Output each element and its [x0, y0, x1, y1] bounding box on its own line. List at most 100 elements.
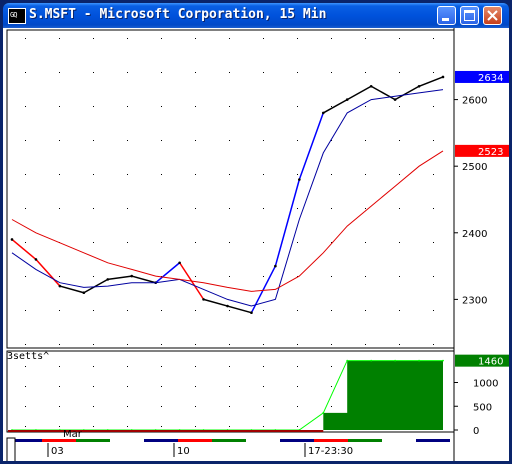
grid-dot [93, 208, 94, 209]
maximize-button[interactable] [460, 6, 479, 25]
price-segment[interactable] [11, 238, 37, 261]
grid-dot [229, 140, 230, 141]
price-segment[interactable] [394, 85, 420, 101]
indicator-area[interactable] [12, 360, 443, 430]
price-point[interactable] [298, 178, 301, 181]
price-segment[interactable] [418, 76, 444, 87]
price-point[interactable] [393, 98, 397, 101]
price-segment[interactable] [370, 85, 396, 101]
price-point[interactable] [321, 111, 325, 115]
price-segment[interactable] [274, 179, 301, 267]
price-point[interactable] [178, 261, 181, 265]
grid-dot [399, 344, 400, 345]
grid-dot [195, 208, 196, 209]
slow-moving-average-line[interactable] [11, 150, 444, 292]
grid-dot [433, 344, 434, 345]
grid-dot [229, 38, 230, 39]
grid-dot [263, 242, 264, 243]
time-strip-segment [314, 439, 348, 442]
price-point[interactable] [10, 238, 14, 241]
price-point[interactable] [130, 274, 134, 278]
indicator-point[interactable] [442, 359, 444, 362]
price-segment[interactable] [322, 98, 348, 114]
indicator-point[interactable] [418, 359, 420, 362]
grid-dot [399, 174, 400, 175]
price-segment[interactable] [83, 278, 109, 294]
price-point[interactable] [274, 264, 277, 268]
grid-dot [25, 208, 26, 209]
minimize-button[interactable] [437, 6, 456, 25]
grid-dot [195, 310, 196, 311]
price-point[interactable] [82, 291, 86, 295]
time-strip-segment [42, 439, 76, 442]
price-segment[interactable] [298, 112, 324, 180]
grid-dot [263, 276, 264, 277]
grid-dot [433, 208, 434, 209]
price-segment[interactable] [155, 262, 181, 284]
grid-dot [25, 276, 26, 277]
time-strip-segment [212, 439, 246, 442]
title-bar[interactable]: GQ S.MSFT - Microsoft Corporation, 15 Mi… [3, 3, 509, 28]
grid-dot [263, 106, 264, 107]
indicator-point[interactable] [370, 359, 373, 362]
grid-dot [25, 106, 26, 107]
price-point[interactable] [34, 258, 38, 261]
price-segment[interactable] [227, 305, 252, 314]
grid-dot [399, 242, 400, 243]
price-point[interactable] [345, 98, 349, 101]
price-segment[interactable] [35, 258, 61, 287]
grid-dot [161, 242, 162, 243]
close-button[interactable] [483, 6, 502, 25]
grid-dot [297, 310, 298, 311]
time-axis-label: 10 [177, 446, 190, 457]
grid-dot [195, 276, 196, 277]
indicator-point[interactable] [394, 359, 397, 362]
time-scroll-handle[interactable] [6, 437, 16, 461]
close-icon [487, 10, 498, 21]
price-point[interactable] [58, 284, 62, 288]
chart-area[interactable]: 3setts^ 2300 2400 2500 2600 0 500 1000 2634 2523… [3, 28, 509, 461]
grid-dot [127, 208, 128, 209]
indicator-point[interactable] [346, 359, 349, 362]
price-point[interactable] [226, 304, 229, 308]
price-point[interactable] [441, 75, 445, 79]
grid-dot [433, 106, 434, 107]
price-point[interactable] [417, 84, 421, 88]
chart-svg[interactable]: 3setts^ 2300 2400 2500 2600 0 500 1000 2634 2523… [3, 28, 509, 461]
grid-dot [93, 406, 94, 407]
grid-dot [229, 208, 230, 209]
grid-dot [93, 174, 94, 175]
fast-moving-average-line[interactable] [11, 89, 444, 307]
maximize-icon [464, 10, 475, 21]
price-segment[interactable] [131, 275, 156, 284]
grid-dot [25, 310, 26, 311]
price-segment[interactable] [346, 85, 372, 101]
grid-dot [399, 72, 400, 73]
grid-dot [365, 310, 366, 311]
price-point[interactable] [250, 311, 253, 315]
grid-dot [25, 242, 26, 243]
price-segment[interactable] [203, 298, 228, 307]
grid-dot [93, 242, 94, 243]
grid-dot [161, 38, 162, 39]
price-point[interactable] [369, 84, 373, 88]
grid-dot [195, 386, 196, 387]
grid-dot [161, 310, 162, 311]
grid-dot [25, 38, 26, 39]
app-icon[interactable]: GQ [8, 8, 26, 24]
price-point[interactable] [106, 278, 110, 281]
grid-dot [399, 38, 400, 39]
grid-dot [59, 106, 60, 107]
minimize-icon [442, 18, 449, 21]
grid-dot [365, 174, 366, 175]
price-segment[interactable] [59, 285, 85, 294]
grid-dot [331, 140, 332, 141]
grid-dot [263, 406, 264, 407]
grid-dot [59, 310, 60, 311]
indicator-point[interactable] [322, 412, 325, 414]
price-point[interactable] [202, 298, 205, 301]
price-segment[interactable] [107, 275, 132, 281]
y-tick-label: 2600 [462, 96, 487, 107]
last-price-badge [455, 70, 509, 83]
price-panel[interactable]: 3setts^ [7, 75, 445, 432]
